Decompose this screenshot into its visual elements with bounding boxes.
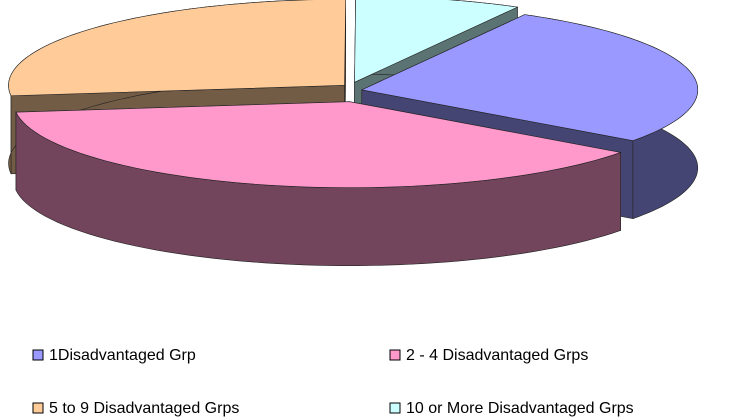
slice bbox=[360, 14, 699, 141]
pie bbox=[8, 0, 699, 266]
legend-label: 10 or More Disadvantaged Grps bbox=[406, 400, 634, 417]
legend-label: 1Disadvantaged Grp bbox=[49, 347, 196, 364]
slice bbox=[8, 0, 346, 97]
legend-swatch bbox=[389, 402, 401, 414]
legend-swatch bbox=[32, 349, 44, 361]
legend-swatch bbox=[32, 402, 44, 414]
slice bbox=[354, 0, 519, 83]
slice bbox=[15, 101, 622, 188]
legend-swatch bbox=[389, 349, 401, 361]
legend-label: 5 to 9 Disadvantaged Grps bbox=[49, 400, 239, 417]
legend-label: 2 - 4 Disadvantaged Grps bbox=[406, 347, 588, 364]
